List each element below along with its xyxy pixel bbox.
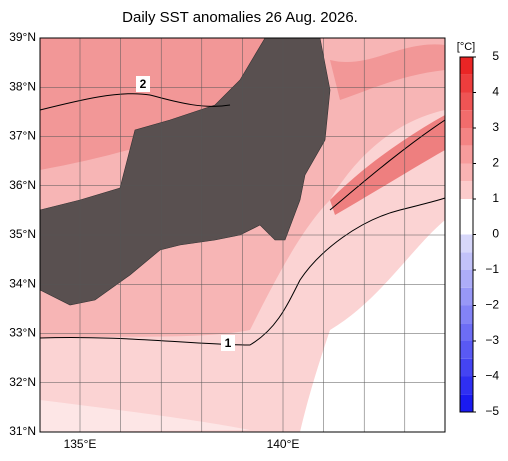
lat-label: 32°N	[9, 375, 36, 389]
colorbar-segment	[460, 323, 473, 341]
colorbar-segment	[460, 358, 473, 377]
sea-warmer	[40, 38, 270, 170]
colorbar-tick-label: −2	[485, 298, 499, 312]
title: Daily SST anomalies 26 Aug. 2026.	[122, 9, 358, 26]
contour-label-box	[136, 76, 150, 92]
colorbar-tick-label: 2	[492, 156, 499, 170]
colorbar-tick-label: −5	[485, 404, 499, 418]
colorbar-tick-label: 5	[492, 49, 499, 63]
sea-neutral	[300, 220, 445, 432]
lat-label: 31°N	[9, 424, 36, 438]
lon-label: 135°E	[64, 437, 97, 451]
contour-label-box	[221, 335, 235, 351]
colorbar-segment	[460, 199, 473, 217]
colorbar-segment	[460, 341, 473, 359]
colorbar-tick-label: 3	[492, 120, 499, 134]
colorbar-segment	[460, 74, 473, 93]
lat-label: 36°N	[9, 178, 36, 192]
colorbar-tick-label: 1	[492, 191, 499, 205]
colorbar-tick-label: −3	[485, 333, 499, 347]
colorbar-segment	[460, 305, 473, 324]
colorbar-segment	[460, 92, 473, 111]
colorbar-segment	[460, 145, 473, 164]
lat-label: 37°N	[9, 129, 36, 143]
sea-cool	[40, 400, 250, 432]
colorbar-segment	[460, 252, 473, 270]
colorbar-segment	[460, 376, 473, 395]
colorbar-unit: [°C]	[457, 41, 475, 53]
lat-label: 39°N	[9, 30, 36, 44]
colorbar-segment	[460, 163, 473, 182]
colorbar-tick-label: −4	[485, 369, 499, 383]
map-frame	[39, 37, 446, 433]
land	[39, 37, 331, 306]
colorbar-tick-label: −1	[485, 262, 499, 276]
colorbar-segment	[460, 270, 473, 288]
colorbar-segment	[460, 57, 473, 75]
colorbar-segment	[460, 394, 473, 412]
colorbar-segment	[460, 128, 473, 146]
colorbar-segment	[460, 181, 473, 199]
contour-label: 2	[140, 77, 147, 91]
graticule	[40, 37, 445, 433]
lon-label: 140°E	[267, 437, 300, 451]
lat-label: 38°N	[9, 79, 36, 93]
colorbar-tick-label: 4	[492, 85, 499, 99]
colorbar-segment	[460, 287, 473, 306]
colorbar-tick-label: 0	[492, 227, 499, 241]
lat-label: 35°N	[9, 227, 36, 241]
colorbar-segment	[460, 110, 473, 128]
colorbar-segment	[460, 216, 473, 235]
sea-warmer-ne	[330, 44, 445, 100]
contour-label: 1	[225, 336, 232, 350]
map-area: 2 1	[39, 37, 446, 433]
contour-3	[329, 119, 446, 211]
lat-label: 33°N	[9, 326, 36, 340]
colorbar-segment	[460, 234, 473, 253]
lat-label: 34°N	[9, 276, 36, 290]
colorbar: 5 4 3 2 1 0 −1 −2 −3 −4 −5	[459, 49, 499, 418]
